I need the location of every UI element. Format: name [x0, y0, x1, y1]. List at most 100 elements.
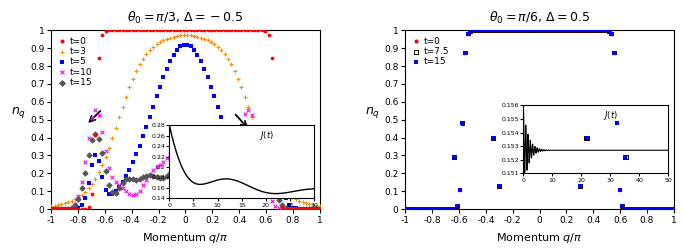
t=15	[620, 207, 631, 211]
t=5	[182, 43, 193, 47]
t=0	[151, 28, 162, 32]
t=0	[454, 187, 465, 192]
t=0	[549, 28, 560, 32]
t=10	[202, 160, 213, 164]
t=15	[117, 181, 128, 185]
t=15	[663, 207, 674, 211]
t=15	[668, 207, 679, 211]
t=5	[222, 135, 233, 139]
t=7.5	[400, 207, 411, 211]
t=15	[440, 207, 451, 211]
t=7.5	[435, 207, 446, 211]
t=15	[124, 177, 135, 181]
t=15	[198, 174, 209, 178]
t=5	[120, 174, 131, 178]
t=5	[155, 84, 166, 88]
t=15	[239, 154, 250, 158]
t=5	[141, 125, 152, 129]
t=3	[205, 40, 216, 44]
t=0	[666, 207, 676, 211]
t=15	[94, 137, 105, 141]
t=0	[635, 207, 646, 211]
t=10	[90, 108, 101, 112]
t=3	[202, 38, 213, 42]
t=7.5	[516, 28, 527, 32]
t=15	[297, 207, 308, 211]
t=15	[473, 28, 484, 32]
t=3	[189, 34, 200, 38]
t=7.5	[484, 28, 495, 32]
t=0	[484, 28, 495, 32]
t=0	[503, 28, 514, 32]
t=15	[511, 28, 522, 32]
t=15	[581, 28, 592, 32]
t=0	[87, 192, 98, 196]
t=15	[403, 207, 414, 211]
t=15	[482, 28, 492, 32]
t=0	[137, 28, 148, 32]
t=7.5	[622, 207, 633, 211]
t=0	[668, 207, 679, 211]
t=15	[652, 207, 663, 211]
t=15	[565, 28, 576, 32]
t=7.5	[576, 28, 587, 32]
t=3	[185, 34, 196, 38]
t=15	[660, 207, 671, 211]
t=7.5	[560, 28, 571, 32]
t=0	[584, 28, 595, 32]
t=10	[103, 166, 114, 170]
t=10	[270, 204, 281, 208]
t=3	[215, 48, 226, 52]
t=15	[584, 28, 595, 32]
t=10	[158, 160, 169, 164]
t=3	[198, 37, 209, 41]
t=7.5	[635, 207, 646, 211]
t=0	[424, 207, 435, 211]
t=0	[53, 207, 64, 211]
t=15	[63, 207, 74, 211]
t=7.5	[625, 207, 636, 211]
t=15	[631, 207, 642, 211]
t=0	[144, 28, 155, 32]
t=0	[165, 28, 176, 32]
t=5	[236, 168, 247, 172]
Point	[494, 184, 505, 188]
t=10	[311, 207, 321, 211]
t=5	[46, 207, 57, 211]
t=15	[465, 29, 476, 33]
t=10	[290, 207, 301, 211]
t=7.5	[638, 207, 649, 211]
t=15	[110, 191, 121, 195]
t=7.5	[570, 28, 581, 32]
t=15	[638, 207, 649, 211]
t=5	[263, 175, 274, 179]
t=7.5	[503, 28, 514, 32]
t=0	[124, 28, 135, 32]
t=10	[222, 170, 233, 174]
t=0	[468, 28, 479, 32]
t=10	[110, 180, 121, 184]
t=0	[482, 28, 492, 32]
t=15	[427, 207, 438, 211]
t=5	[267, 159, 278, 163]
t=0	[576, 28, 587, 32]
t=3	[161, 37, 172, 41]
t=10	[56, 207, 67, 211]
t=10	[131, 192, 142, 196]
t=10	[134, 188, 145, 193]
t=0	[277, 205, 288, 209]
t=15	[522, 28, 533, 32]
t=5	[134, 144, 145, 148]
t=7.5	[490, 28, 501, 32]
Point	[494, 184, 505, 188]
t=7.5	[649, 207, 660, 211]
t=15	[462, 32, 473, 36]
t=15	[290, 207, 301, 211]
t=15	[446, 207, 457, 211]
t=0	[100, 29, 111, 33]
t=3	[114, 115, 124, 119]
t=0	[168, 28, 179, 32]
t=7.5	[438, 207, 449, 211]
t=0	[205, 28, 216, 32]
t=15	[500, 28, 511, 32]
